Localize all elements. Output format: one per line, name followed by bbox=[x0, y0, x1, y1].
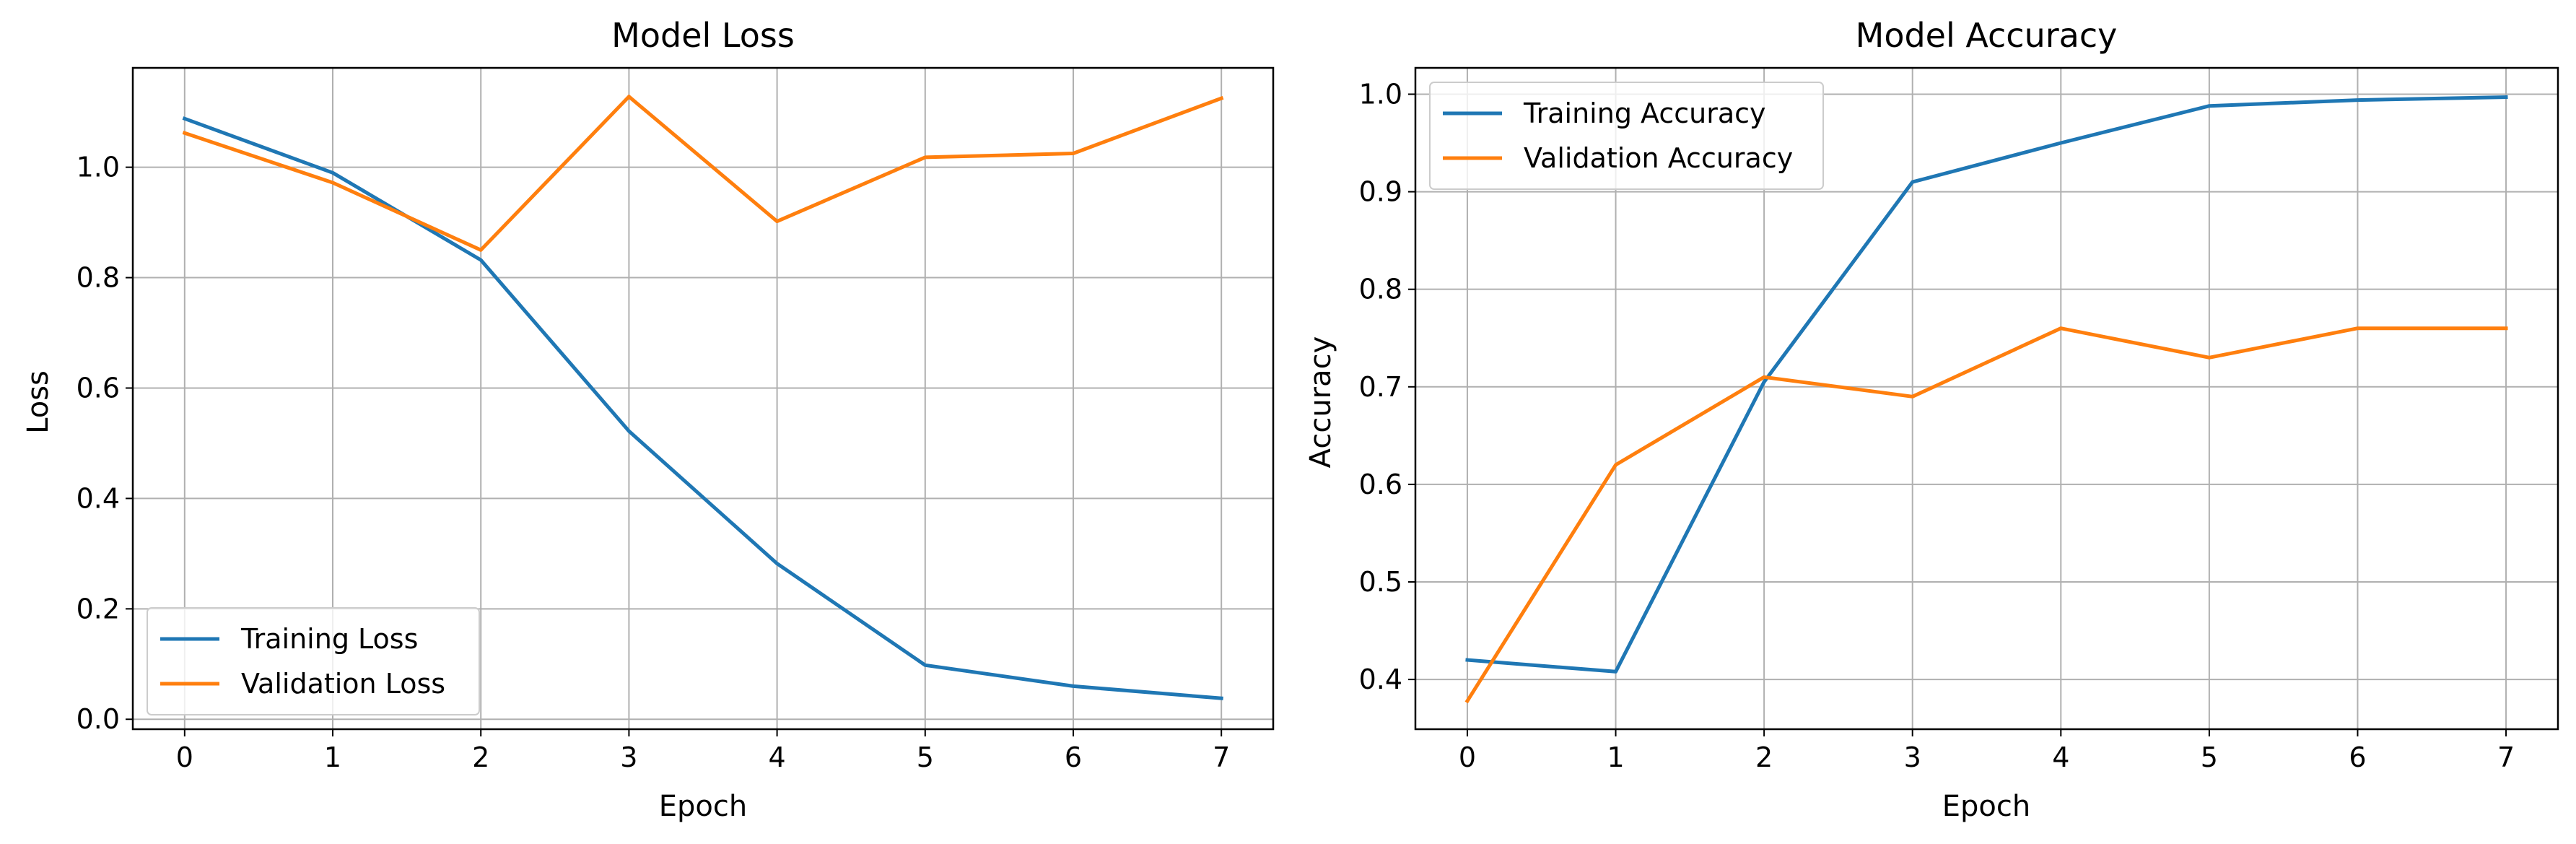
loss-legend-label: Training Loss bbox=[240, 623, 418, 655]
accuracy-y-tick-label: 0.4 bbox=[1359, 664, 1402, 695]
loss-y-tick-label: 0.4 bbox=[77, 482, 120, 514]
accuracy-y-tick-label: 1.0 bbox=[1359, 78, 1402, 110]
accuracy-x-tick-label: 4 bbox=[2052, 741, 2069, 773]
loss-y-tick-label: 0.0 bbox=[77, 703, 120, 735]
accuracy-axis-ticks: 0 1 2 3 4 5 6 7 0.4 0.5 0.6 0.7 0.8 0.9 1.0 bbox=[1359, 78, 2515, 773]
accuracy-plot-frame bbox=[1414, 66, 2559, 731]
accuracy-x-tick-label: 6 bbox=[2349, 741, 2366, 773]
loss-plot-frame bbox=[131, 66, 1275, 731]
loss-x-tick-label: 5 bbox=[917, 741, 934, 773]
loss-y-tick-label: 0.6 bbox=[77, 372, 120, 404]
accuracy-chart-title: Model Accuracy bbox=[1856, 16, 2118, 55]
accuracy-y-tick-label: 0.5 bbox=[1359, 566, 1402, 598]
accuracy-x-tick-label: 3 bbox=[1904, 741, 1921, 773]
accuracy-y-tick-label: 0.7 bbox=[1359, 371, 1402, 403]
loss-x-tick-label: 0 bbox=[176, 741, 193, 773]
accuracy-legend-label: Training Accuracy bbox=[1523, 97, 1766, 129]
accuracy-chart-panel: Model Accuracy Epoch Accuracy 0 1 2 3 4 5 6 7 0.… bbox=[1304, 16, 2559, 823]
accuracy-legend-label: Validation Accuracy bbox=[1524, 142, 1793, 174]
loss-x-tick-label: 7 bbox=[1213, 741, 1230, 773]
loss-chart-title: Model Loss bbox=[611, 16, 795, 55]
accuracy-y-tick-label: 0.9 bbox=[1359, 176, 1402, 208]
accuracy-x-tick-label: 5 bbox=[2201, 741, 2218, 773]
accuracy-x-tick-label: 2 bbox=[1755, 741, 1773, 773]
accuracy-series-line-2 bbox=[1464, 326, 2508, 704]
loss-legend-label: Validation Loss bbox=[241, 668, 445, 700]
loss-x-tick-label: 3 bbox=[620, 741, 637, 773]
loss-x-tick-label: 4 bbox=[769, 741, 786, 773]
accuracy-x-tick-label: 0 bbox=[1459, 741, 1476, 773]
loss-legend: Training Loss Validation Loss bbox=[147, 607, 480, 715]
loss-series-line-2 bbox=[182, 95, 1224, 252]
loss-x-axis-label: Epoch bbox=[659, 790, 747, 823]
loss-series-line-1 bbox=[182, 116, 1223, 700]
loss-x-tick-label: 2 bbox=[472, 741, 489, 773]
accuracy-x-tick-label: 7 bbox=[2497, 741, 2515, 773]
accuracy-y-axis-label: Accuracy bbox=[1304, 336, 1337, 469]
loss-y-tick-label: 1.0 bbox=[77, 152, 120, 183]
accuracy-legend-box bbox=[1429, 82, 1824, 190]
loss-y-tick-label: 0.2 bbox=[77, 593, 120, 625]
loss-y-axis-label: Loss bbox=[22, 370, 55, 434]
accuracy-legend: Training Accuracy Validation Accuracy bbox=[1429, 82, 1824, 190]
accuracy-x-tick-label: 1 bbox=[1607, 741, 1624, 773]
accuracy-x-axis-label: Epoch bbox=[1942, 790, 2030, 823]
loss-axis-ticks: 0 1 2 3 4 5 6 7 0.0 0.2 0.4 0.6 0.8 1.0 bbox=[77, 152, 1231, 773]
loss-chart-panel: Model Loss Epoch Loss 0 1 2 3 4 5 6 70.00.20.40… bbox=[22, 16, 1275, 823]
accuracy-y-tick-label: 0.8 bbox=[1359, 274, 1402, 305]
loss-legend-box bbox=[147, 607, 480, 715]
loss-x-tick-label: 1 bbox=[324, 741, 341, 773]
accuracy-series-line-1 bbox=[1465, 95, 2508, 674]
loss-series-lines bbox=[182, 95, 1224, 700]
loss-x-tick-label: 6 bbox=[1065, 741, 1082, 773]
loss-y-tick-label: 0.8 bbox=[77, 262, 120, 294]
accuracy-y-tick-label: 0.6 bbox=[1359, 469, 1402, 500]
accuracy-series-lines bbox=[1464, 95, 2508, 704]
